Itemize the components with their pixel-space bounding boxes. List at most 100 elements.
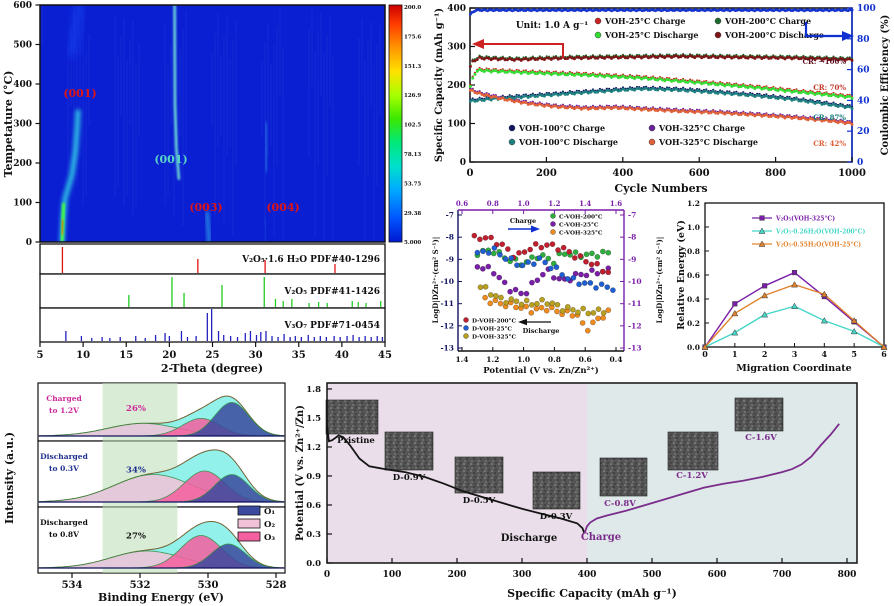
chart-shape xyxy=(690,110,694,114)
chart-shape xyxy=(524,57,528,61)
cycling-legend-label: VOH-325°C Discharge xyxy=(658,137,758,147)
xps-percent-label: 26% xyxy=(126,404,146,414)
chart-shape xyxy=(526,72,530,76)
chart-shape xyxy=(626,107,630,111)
chart-shape xyxy=(605,55,609,59)
chart-shape xyxy=(478,91,482,95)
gitt-ytick-right: -12 xyxy=(628,321,642,330)
chart-shape xyxy=(515,95,519,99)
chart-shape xyxy=(523,297,530,304)
chart-shape xyxy=(605,74,609,78)
chart-shape xyxy=(549,57,553,61)
chart-shape xyxy=(489,98,493,102)
chart-shape xyxy=(665,54,669,58)
migration-xtick: 3 xyxy=(792,349,798,359)
chart-shape xyxy=(512,58,516,62)
chart-shape xyxy=(720,55,724,59)
sem-inset-image xyxy=(384,431,434,471)
chart-shape xyxy=(474,263,481,270)
chart-shape xyxy=(610,287,616,294)
gitt-bottom-tick: 1.4 xyxy=(455,355,468,364)
chart-shape xyxy=(497,300,504,307)
chart-shape xyxy=(512,100,516,104)
chart-shape xyxy=(503,58,507,62)
chart-shape xyxy=(697,80,701,84)
chart-shape xyxy=(744,93,748,97)
xrd-colorbar-tick: 78.13 xyxy=(404,152,421,158)
chart-shape xyxy=(797,57,801,61)
chart-shape xyxy=(614,105,618,109)
chart-shape xyxy=(667,54,671,58)
xrd-ytick-label: 600 xyxy=(13,1,32,11)
chart-shape xyxy=(609,107,613,111)
chart-shape xyxy=(681,87,685,91)
migration-xtick: 4 xyxy=(822,349,828,359)
chart-shape xyxy=(746,94,750,98)
chart-shape xyxy=(725,55,729,59)
chart-shape xyxy=(739,93,743,97)
chart-shape xyxy=(843,122,847,126)
chart-shape xyxy=(799,117,803,121)
chart-shape xyxy=(549,300,556,307)
chart-shape xyxy=(619,75,623,79)
chart-shape xyxy=(783,98,787,102)
chart-shape xyxy=(535,57,539,61)
chart-shape xyxy=(598,281,605,288)
chart-shape xyxy=(590,319,596,326)
chart-shape xyxy=(630,76,634,80)
chart-shape xyxy=(845,121,849,125)
chart-shape xyxy=(640,88,644,92)
legend-swatch xyxy=(237,505,261,516)
chart-shape xyxy=(556,57,560,61)
chart-shape xyxy=(505,98,509,102)
chart-shape xyxy=(730,93,734,97)
xps-ylabel: Intensity (a.u.) xyxy=(3,432,16,524)
chart-shape xyxy=(547,104,551,108)
chart-shape xyxy=(660,55,664,59)
chart-shape xyxy=(519,71,523,75)
chart-shape xyxy=(704,54,708,58)
chart-shape xyxy=(785,115,789,119)
chart-shape xyxy=(704,305,885,348)
legend-marker xyxy=(463,317,469,323)
chart-shape xyxy=(536,255,543,261)
chart-shape xyxy=(519,58,523,62)
chart-shape xyxy=(577,252,584,259)
chart-shape xyxy=(649,77,653,81)
legend-marker xyxy=(508,124,516,132)
chart-shape xyxy=(604,284,611,291)
xps-state-label: to 0.8V xyxy=(49,530,79,539)
chart-shape xyxy=(702,110,706,114)
series-marker xyxy=(759,215,765,221)
gcd-xlabel: Specific Capacity (mAh g⁻¹) xyxy=(507,587,677,600)
chart-shape xyxy=(497,251,503,258)
chart-shape xyxy=(732,55,736,59)
chart-shape xyxy=(771,86,775,90)
chart-shape xyxy=(603,56,607,60)
chart-shape xyxy=(794,115,798,119)
chart-shape xyxy=(739,56,743,60)
chart-shape xyxy=(492,95,496,99)
chart-shape xyxy=(718,90,722,94)
chart-shape xyxy=(838,57,842,61)
chart-shape xyxy=(566,248,573,255)
series-marker xyxy=(791,270,798,276)
gitt-top-tick: 1.6 xyxy=(610,199,622,208)
chart-shape xyxy=(845,105,849,109)
chart-shape xyxy=(818,117,822,121)
xps-percent-label: 34% xyxy=(126,466,146,476)
xrd-pdf-row-label: V₂O₅ PDF#41-1426 xyxy=(283,287,380,297)
chart-shape xyxy=(737,56,741,60)
chart-shape xyxy=(533,103,537,107)
chart-shape xyxy=(587,279,594,286)
chart-shape xyxy=(552,71,556,75)
chart-shape xyxy=(554,56,558,60)
chart-shape xyxy=(563,73,567,77)
chart-shape xyxy=(734,111,738,115)
chart-shape xyxy=(640,108,644,112)
gcd-stage-label: C-1.2V xyxy=(676,471,708,481)
chart-shape xyxy=(540,94,544,98)
chart-shape xyxy=(626,88,630,92)
gitt-ytick-left: -12 xyxy=(440,321,454,330)
cycling-ytick-left: 300 xyxy=(447,43,466,53)
